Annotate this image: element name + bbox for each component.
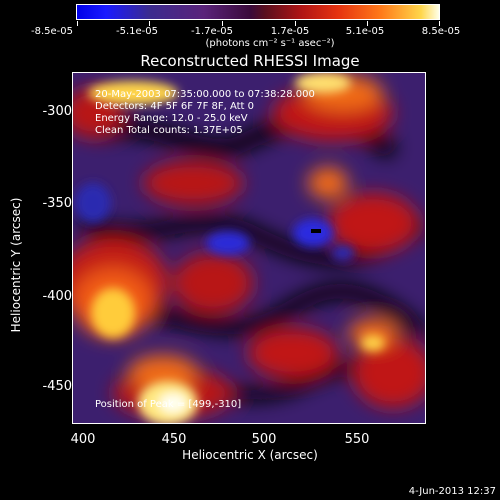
energy-annotation: Energy Range: 12.0 - 25.0 keV (95, 113, 248, 124)
method-annotation: Clean Total counts: 1.37E+05 (95, 125, 243, 136)
y-axis-label: Heliocentric Y (arcsec) (9, 197, 23, 333)
colorbar-tick-label: 8.5e-05 (421, 26, 461, 37)
x-axis-label: Heliocentric X (arcsec) (182, 448, 318, 462)
colorbar (76, 4, 440, 20)
colorbar-tick (222, 21, 223, 26)
colorbar-tick-label: -5.1e-05 (116, 26, 158, 37)
y-tick-label: -450 (42, 379, 72, 394)
peak-position-annotation: Position of Peak = [499,-310] (95, 399, 242, 410)
y-tick-label: -400 (42, 289, 72, 304)
colorbar-tick (149, 21, 150, 26)
x-tick-label: 500 (251, 432, 277, 447)
generation-timestamp: 4-Jun-2013 12:37 (408, 486, 496, 497)
y-tick-label: -300 (42, 104, 72, 119)
image-heatmap (73, 73, 425, 423)
x-tick-label: 400 (70, 432, 96, 447)
x-tick-label: 550 (344, 432, 370, 447)
colorbar-tick (77, 21, 78, 26)
colorbar-tick (295, 21, 296, 26)
colorbar-tick-label: -1.7e-05 (191, 26, 233, 37)
y-tick-label: -350 (42, 196, 72, 211)
image-plot: 20-May-2003 07:35:00.000 to 07:38:28.000… (72, 72, 426, 424)
colorbar-tick-label: 1.7e-05 (270, 26, 310, 37)
x-tick-label: 450 (161, 432, 187, 447)
colorbar-tick-label: 5.1e-05 (345, 26, 385, 37)
colorbar-units: (photons cm⁻² s⁻¹ asec⁻²) (205, 38, 335, 49)
colorbar-tick-label: -8.5e-05 (31, 26, 73, 37)
colorbar-tick (439, 21, 440, 26)
time-range-annotation: 20-May-2003 07:35:00.000 to 07:38:28.000 (95, 89, 315, 100)
detectors-annotation: Detectors: 4F 5F 6F 7F 8F, Att 0 (95, 101, 255, 112)
colorbar-tick (367, 21, 368, 26)
plot-title: Reconstructed RHESSI Image (140, 52, 360, 70)
